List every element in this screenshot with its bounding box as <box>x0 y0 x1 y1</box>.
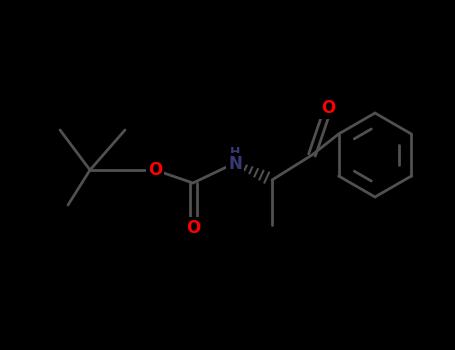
Text: O: O <box>148 161 162 179</box>
Text: N: N <box>228 155 242 173</box>
Text: O: O <box>186 219 200 237</box>
Text: H: H <box>230 147 240 160</box>
Text: O: O <box>321 99 335 117</box>
